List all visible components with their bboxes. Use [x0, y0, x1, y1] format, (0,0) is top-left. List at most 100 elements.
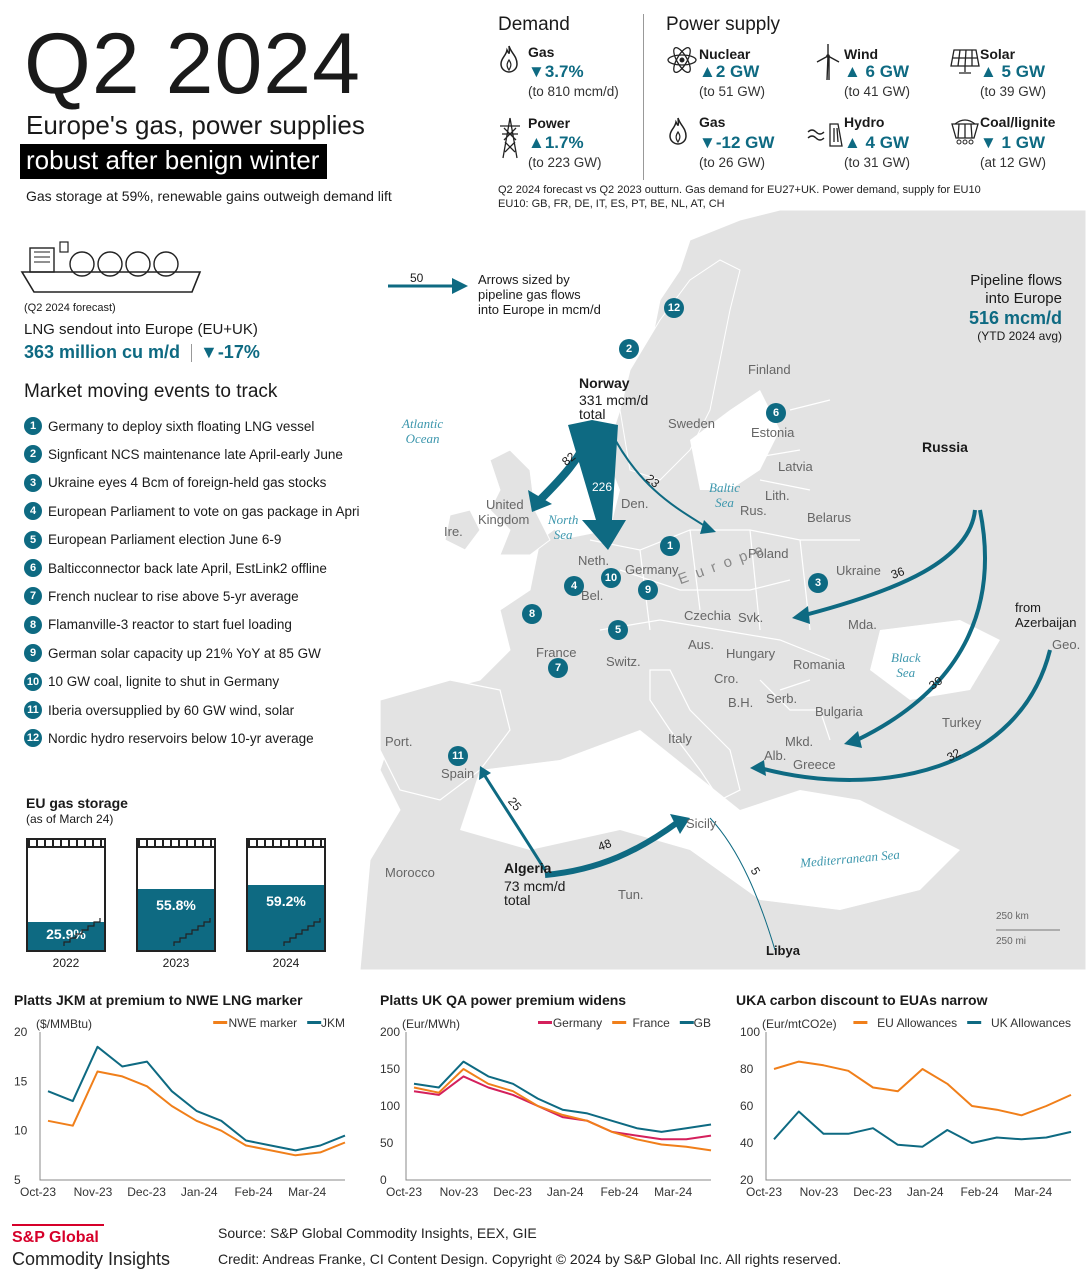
flow-arrow-226	[568, 420, 626, 550]
y-tick-label: 10	[14, 1124, 28, 1138]
x-tick-label: Dec-23	[127, 1185, 166, 1199]
lng-ship-icon	[20, 241, 202, 293]
country-label: B.H.	[728, 695, 754, 710]
event-item: 2 Signficant NCS maintenance late April-e…	[24, 445, 343, 464]
map-marker-6[interactable]: 6	[766, 403, 786, 423]
land-italy	[649, 669, 741, 801]
country-label: Turkey	[942, 715, 982, 730]
source-text: Source: S&P Global Commodity Insights, E…	[218, 1225, 537, 1241]
legend-label: GB	[694, 1016, 711, 1030]
series-line-eu-allowances	[773, 1060, 1072, 1117]
event-item: 4 European Parliament to vote on gas pack…	[24, 502, 363, 521]
page-title: Q2 2024	[24, 16, 361, 112]
coal-sub: (at 12 GW)	[980, 155, 1047, 170]
events-title: Market moving events to track	[24, 381, 278, 402]
legend-swatch	[679, 1021, 694, 1024]
x-tick-label: Dec-23	[493, 1185, 532, 1199]
country-label: Cro.	[714, 671, 739, 686]
supply-gas-label: Gas	[699, 114, 726, 130]
map-marker-9[interactable]: 9	[638, 580, 658, 600]
event-number: 5	[24, 530, 42, 549]
x-tick-label: Dec-23	[853, 1185, 892, 1199]
tank-stairs	[63, 918, 101, 946]
scale-km: 250 km	[996, 911, 1029, 922]
map-marker-10[interactable]: 10	[601, 568, 621, 588]
solar-sub: (to 39 GW)	[980, 84, 1047, 99]
y-tick-label: 5	[14, 1173, 21, 1187]
event-item: 3 Ukraine eyes 4 Bcm of foreign-held gas …	[24, 473, 327, 492]
map-marker-11[interactable]: 11	[448, 746, 468, 766]
axis-line	[405, 1032, 711, 1181]
country-label: Estonia	[751, 425, 795, 440]
subtitle-line1: Europe's gas, power supplies	[26, 110, 365, 140]
y-tick-label: 60	[740, 1099, 754, 1113]
country-label: Ukraine	[836, 563, 881, 578]
storage-tank: 55.8%	[136, 838, 216, 952]
demand-gas-sub: (to 810 mcm/d)	[528, 84, 619, 99]
storage-tank: 25.9%	[26, 838, 106, 952]
country-label: Ire.	[444, 524, 463, 539]
flow-arrow-48	[544, 819, 680, 878]
sea-line: Baltic	[709, 480, 741, 495]
x-tick-label: Feb-24	[601, 1185, 639, 1199]
country-label: Mkd.	[785, 734, 814, 749]
supply-gas-sub: (to 26 GW)	[699, 155, 766, 170]
country-label: Lith.	[765, 488, 790, 503]
country-label: Rus.	[740, 503, 767, 518]
atom-icon	[667, 46, 697, 74]
legend-text: Arrows sized by pipeline gas flows into …	[478, 272, 601, 317]
country-label: Den.	[621, 496, 649, 511]
map-marker-12[interactable]: 12	[664, 298, 684, 318]
storage-title: EU gas storage	[26, 795, 128, 811]
map-marker-1[interactable]: 1	[660, 536, 680, 556]
lng-divider	[191, 344, 192, 362]
demand-gas-label: Gas	[528, 44, 555, 60]
azerbaijan-label: from Azerbaijan	[1015, 600, 1076, 630]
country-label: Morocco	[385, 865, 435, 880]
demand-gas-value: ▼3.7%	[528, 62, 584, 81]
flow-arrow-39	[856, 509, 987, 742]
legend-text-line: pipeline gas flows	[478, 287, 581, 302]
lng-label: LNG sendout into Europe (EU+UK)	[24, 321, 258, 338]
country-label: Tun.	[618, 887, 644, 902]
country-label: Hungary	[726, 646, 776, 661]
map-marker-5[interactable]: 5	[608, 620, 628, 640]
series-line-nwe-marker	[47, 1070, 346, 1157]
event-text: Iberia oversupplied by 60 GW wind, solar	[48, 702, 295, 718]
country-label: Sweden	[668, 416, 715, 431]
country-label: Aus.	[688, 637, 715, 652]
country-label: Serb.	[766, 691, 798, 706]
hydro-label: Hydro	[844, 114, 885, 130]
event-item: 7 French nuclear to rise above 5-yr avera…	[24, 587, 299, 606]
lng-change: ▼-17%	[200, 342, 260, 362]
event-text: German solar capacity up 21% YoY at 85 G…	[48, 645, 321, 661]
baltic-sea-label: Baltic Sea	[709, 480, 740, 510]
storage-tank: 59.2%	[246, 838, 326, 952]
event-item: 1 Germany to deploy sixth floating LNG ve…	[24, 417, 314, 435]
series-line-france	[413, 1068, 712, 1152]
map-marker-3[interactable]: 3	[808, 573, 828, 593]
event-text: Ukraine eyes 4 Bcm of foreign-held gas s…	[48, 475, 327, 491]
flow-arrow-23	[609, 429, 709, 529]
country-label: Sicily	[686, 816, 717, 831]
event-item: 10 10 GW coal, lignite to shut in Germany	[24, 672, 279, 691]
black-sea-label: Black Sea	[891, 650, 921, 680]
tank-year: 2023	[162, 956, 190, 970]
flow-arrow-36	[804, 509, 977, 617]
norway-flow: 331 mcm/d	[579, 392, 649, 408]
supply-gas-value: ▼-12 GW	[699, 133, 775, 152]
y-tick-label: 20	[740, 1173, 754, 1187]
europe-map	[360, 210, 1086, 970]
hydro-value: ▲ 4 GW	[844, 133, 909, 152]
map-marker-4[interactable]: 4	[564, 576, 584, 596]
country-label: France	[536, 645, 577, 660]
map-marker-7[interactable]: 7	[548, 658, 568, 678]
y-tick-label: 150	[380, 1062, 400, 1076]
map-marker-2[interactable]: 2	[619, 339, 639, 359]
nuclear-value: ▲2 GW	[699, 62, 760, 81]
water-med	[460, 730, 960, 910]
event-text: European Parliament to vote on gas packa…	[48, 503, 363, 519]
storage-subtitle: (as of March 24)	[26, 812, 114, 826]
country-label: Bulgaria	[815, 704, 863, 719]
map-marker-8[interactable]: 8	[522, 604, 542, 624]
